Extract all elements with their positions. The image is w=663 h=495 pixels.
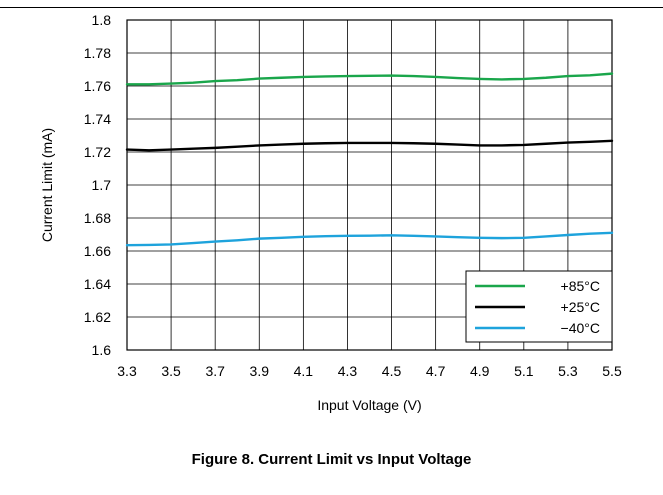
y-tick-label: 1.76 (84, 78, 111, 94)
y-tick-label: 1.64 (84, 276, 111, 292)
x-tick-label: 5.5 (602, 363, 622, 379)
x-tick-label: 3.5 (161, 363, 181, 379)
x-tick-label: 3.9 (250, 363, 270, 379)
y-tick-label: 1.8 (92, 12, 112, 28)
plot-area (126, 19, 613, 351)
x-tick-label: 5.1 (514, 363, 534, 379)
x-tick-label: 3.3 (117, 363, 137, 379)
series-line-2 (125, 231, 614, 247)
y-tick-label: 1.62 (84, 309, 111, 325)
x-axis-title: Input Voltage (V) (317, 397, 421, 413)
y-tick-label: 1.78 (84, 45, 111, 61)
y-tick-label: 1.66 (84, 243, 111, 259)
y-tick-label: 1.74 (84, 111, 111, 127)
x-tick-label: 4.5 (382, 363, 402, 379)
legend-label-0: +85°C (561, 278, 600, 294)
chart: 3.3 3.5 3.7 3.9 4.1 4.3 4.5 4.7 4.9 5.1 5.3 5.5 1.6… (39, 12, 622, 413)
x-tick-label: 4.9 (470, 363, 490, 379)
x-tick-label: 4.7 (426, 363, 446, 379)
y-tick-label: 1.68 (84, 210, 111, 226)
x-tick-label: 5.3 (558, 363, 578, 379)
x-tick-label: 4.1 (294, 363, 314, 379)
legend-label-2: −40°C (561, 320, 600, 336)
series-line-0 (125, 72, 614, 86)
legend-label-1: +25°C (561, 299, 600, 315)
y-tick-label: 1.7 (92, 177, 112, 193)
y-tick-label: 1.6 (92, 342, 112, 358)
y-axis-title: Current Limit (mA) (39, 128, 55, 242)
x-tick-label: 4.3 (338, 363, 358, 379)
legend: +85°C +25°C −40°C (465, 270, 613, 343)
series-line-1 (125, 139, 614, 152)
series-layer (125, 72, 614, 247)
top-rule (0, 7, 663, 8)
figure-caption: Figure 8. Current Limit vs Input Voltage (191, 451, 472, 468)
y-tick-label: 1.72 (84, 144, 111, 160)
x-tick-labels: 3.3 3.5 3.7 3.9 4.1 4.3 4.5 4.7 4.9 5.1 5.3 5.5 (117, 363, 622, 379)
x-tick-label: 3.7 (205, 363, 225, 379)
y-tick-labels: 1.6 1.62 1.64 1.66 1.68 1.7 1.72 1.74 1.76 1.78 1.… (84, 12, 111, 358)
